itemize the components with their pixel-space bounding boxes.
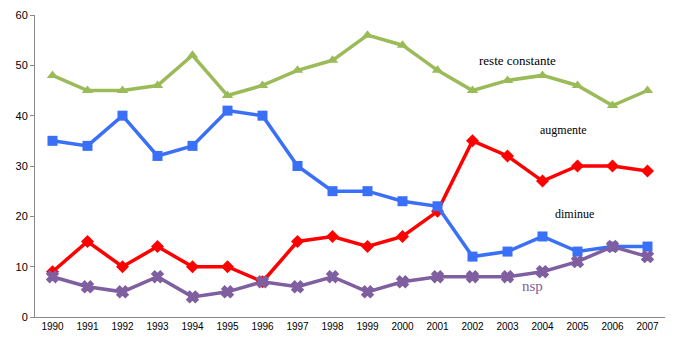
svg-text:0: 0 xyxy=(22,311,28,323)
svg-text:1997: 1997 xyxy=(286,321,309,332)
svg-text:reste constante: reste constante xyxy=(479,53,556,68)
svg-text:2000: 2000 xyxy=(391,321,414,332)
svg-text:1991: 1991 xyxy=(76,321,99,332)
svg-text:40: 40 xyxy=(16,110,28,122)
svg-text:30: 30 xyxy=(16,160,28,172)
svg-text:50: 50 xyxy=(16,59,28,71)
svg-text:2004: 2004 xyxy=(531,321,554,332)
svg-text:1998: 1998 xyxy=(321,321,344,332)
svg-text:augmente: augmente xyxy=(540,123,587,137)
svg-text:1994: 1994 xyxy=(181,321,204,332)
svg-text:1995: 1995 xyxy=(216,321,239,332)
svg-text:1993: 1993 xyxy=(146,321,169,332)
svg-text:20: 20 xyxy=(16,210,28,222)
svg-text:10: 10 xyxy=(16,261,28,273)
svg-text:2003: 2003 xyxy=(496,321,519,332)
svg-text:2006: 2006 xyxy=(601,321,624,332)
svg-text:2001: 2001 xyxy=(426,321,449,332)
svg-text:1996: 1996 xyxy=(251,321,274,332)
svg-text:1990: 1990 xyxy=(41,321,64,332)
svg-text:nsp: nsp xyxy=(522,278,543,294)
svg-text:2002: 2002 xyxy=(461,321,484,332)
svg-text:1992: 1992 xyxy=(111,321,134,332)
svg-text:1999: 1999 xyxy=(356,321,379,332)
svg-text:diminue: diminue xyxy=(555,207,594,221)
svg-text:2007: 2007 xyxy=(636,321,659,332)
svg-text:2005: 2005 xyxy=(566,321,589,332)
svg-text:60: 60 xyxy=(16,9,28,21)
